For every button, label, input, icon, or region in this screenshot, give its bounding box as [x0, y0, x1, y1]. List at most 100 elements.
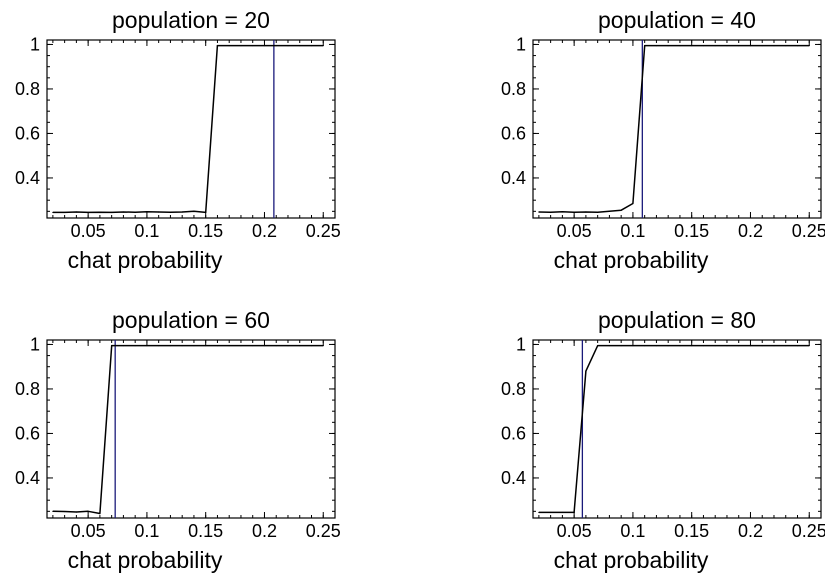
data-point: [52, 510, 54, 512]
data-point: [679, 344, 681, 347]
x-tick-label: 0.25: [306, 221, 341, 241]
data-point: [169, 211, 172, 213]
data-point: [749, 344, 752, 347]
data-point: [655, 344, 658, 347]
x-axis-label: chat probability: [554, 547, 709, 573]
data-point: [263, 344, 266, 347]
x-tick-label: 0.05: [557, 221, 592, 241]
y-tick-label: 0.4: [15, 168, 40, 188]
data-point: [608, 344, 611, 347]
chart-panel-1: population = 20 chat probability 0.05 0.1 0.…: [15, 7, 341, 273]
data-point: [205, 344, 207, 347]
x-tick-label: 0.05: [71, 221, 106, 241]
y-tick-label: 0.6: [15, 423, 40, 443]
data-point: [538, 511, 540, 514]
y-tick-label: 0.8: [501, 79, 526, 99]
data-point: [216, 344, 219, 347]
data-point: [287, 44, 289, 47]
data-point: [87, 510, 89, 512]
data-point: [585, 211, 587, 213]
data-point: [275, 44, 277, 47]
data-point: [773, 344, 775, 347]
y-tick-label: 1: [30, 34, 40, 54]
data-point: [573, 511, 575, 514]
data-point: [64, 211, 66, 214]
data-point: [691, 44, 693, 47]
chart-panel-2: population = 40 chat probability 0.05 0.1 0.…: [501, 7, 825, 273]
data-point: [749, 44, 752, 47]
data-point: [561, 211, 563, 213]
data-point: [111, 344, 113, 347]
chart-panel-3: population = 60 chat probability 0.05 0.1 0.…: [15, 307, 341, 573]
plot-frame: [532, 339, 822, 519]
data-point: [158, 344, 160, 347]
data-point: [620, 344, 622, 347]
data-point: [608, 210, 611, 212]
data-point: [310, 344, 313, 347]
x-axis-label: chat probability: [68, 247, 223, 273]
data-point: [228, 44, 230, 47]
y-tick-label: 0.4: [15, 468, 40, 488]
data-point: [146, 344, 148, 347]
x-axis-label: chat probability: [68, 547, 223, 573]
plot-frame: [46, 339, 336, 519]
series-line: [538, 344, 810, 514]
y-tick-label: 1: [516, 34, 526, 54]
plot-frame: [532, 39, 822, 219]
x-tick-label: 0.25: [306, 521, 341, 541]
x-tick-label: 0.2: [738, 521, 763, 541]
y-tick-label: 0.8: [15, 79, 40, 99]
y-tick-label: 0.4: [501, 168, 526, 188]
y-tick-label: 0.4: [501, 468, 526, 488]
series-line: [538, 44, 810, 213]
data-point: [263, 44, 266, 47]
data-point: [773, 44, 775, 47]
data-point: [122, 211, 125, 213]
x-tick-label: 0.15: [674, 221, 709, 241]
y-tick-label: 1: [516, 334, 526, 354]
data-point: [702, 44, 705, 47]
x-tick-label: 0.2: [252, 521, 277, 541]
data-point: [193, 210, 195, 212]
data-point: [122, 344, 125, 347]
data-point: [573, 211, 575, 213]
data-point: [322, 44, 324, 47]
data-point: [644, 344, 646, 347]
x-tick-label: 0.1: [134, 221, 159, 241]
data-point: [146, 211, 148, 213]
x-tick-label: 0.2: [738, 221, 763, 241]
chart-title: population = 40: [598, 7, 756, 33]
chart-title: population = 60: [112, 307, 270, 333]
data-point: [597, 344, 599, 347]
data-point: [632, 344, 634, 347]
data-point: [808, 44, 810, 47]
data-point: [299, 344, 301, 347]
x-tick-label: 0.2: [252, 221, 277, 241]
data-point: [99, 211, 101, 213]
y-tick-label: 0.8: [15, 379, 40, 399]
x-tick-label: 0.15: [188, 221, 223, 241]
chart-title: population = 20: [112, 7, 270, 33]
data-point: [679, 44, 681, 47]
data-point: [561, 511, 563, 514]
data-point: [87, 211, 89, 214]
data-point: [714, 44, 716, 47]
data-point: [75, 211, 77, 213]
plot-frame: [46, 39, 336, 219]
data-point: [714, 344, 716, 347]
data-point: [538, 211, 540, 213]
data-point: [726, 44, 728, 47]
data-point: [738, 44, 740, 47]
x-tick-label: 0.05: [71, 521, 106, 541]
data-point: [287, 344, 289, 347]
data-point: [52, 211, 54, 214]
data-point: [134, 211, 136, 213]
data-point: [761, 344, 763, 347]
data-point: [796, 344, 799, 347]
x-tick-label: 0.25: [792, 521, 825, 541]
data-point: [310, 44, 313, 47]
data-point: [550, 511, 552, 514]
data-point: [216, 44, 219, 47]
data-point: [193, 344, 195, 347]
